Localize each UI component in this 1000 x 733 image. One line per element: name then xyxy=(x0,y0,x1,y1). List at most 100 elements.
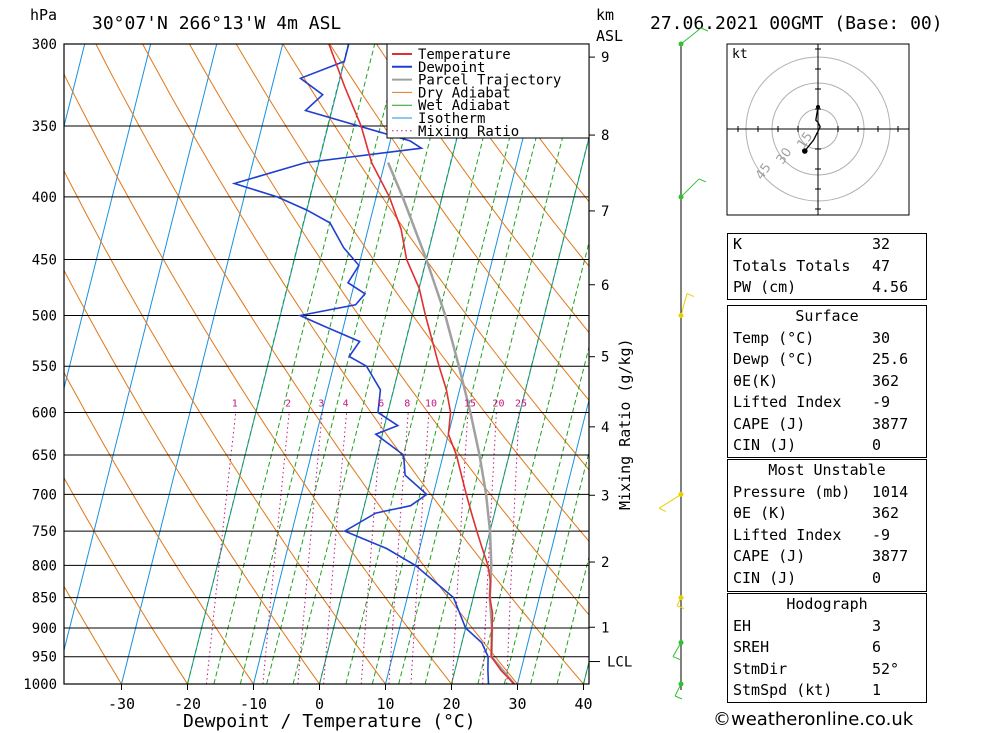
index-value: 362 xyxy=(872,504,900,522)
wind-barb xyxy=(674,683,682,697)
wet-adiabat-line xyxy=(556,555,589,684)
legend-entry: Mixing Ratio xyxy=(418,124,519,140)
mixing-ratio-label: 2 xyxy=(285,398,291,409)
legend-entry: Wet Adiabat xyxy=(418,98,511,114)
dry-adiabat-line xyxy=(329,44,589,402)
pressure-tick-label: 500 xyxy=(32,309,57,325)
plot-frame xyxy=(63,43,590,685)
axis-labels: 1 2 3 4 6 8 10 15 20 2530035040045050055060065070… xyxy=(23,37,632,713)
surface-title: Surface xyxy=(795,307,859,325)
pressure-tick-label: 700 xyxy=(32,487,57,503)
index-value: 3877 xyxy=(872,414,909,433)
index-label: Dewp (°C) xyxy=(733,350,815,368)
datetime-title: 27.06.2021 00GMT (Base: 00) xyxy=(650,13,943,34)
wind-barb-flag xyxy=(698,178,707,183)
legend-entry: Isotherm xyxy=(418,111,485,127)
dry-adiabat-line xyxy=(985,44,1000,684)
index-value: 1014 xyxy=(872,482,909,501)
height-tick-label: 8 xyxy=(601,128,609,144)
mixing-ratio-label: 10 xyxy=(425,398,437,409)
pressure-tick-label: 650 xyxy=(32,448,57,464)
index-label: Temp (°C) xyxy=(733,328,815,347)
wind-barb xyxy=(658,493,682,509)
dry-adiabat-line xyxy=(64,476,188,684)
index-value: 52° xyxy=(872,659,900,678)
index-value: 30 xyxy=(872,328,891,347)
index-row: θE (K) 362 xyxy=(728,503,926,525)
index-value: 3877 xyxy=(872,547,909,565)
mixing-ratio-label: 4 xyxy=(343,398,349,409)
x-tick-label: 0 xyxy=(315,695,324,713)
dry-adiabat-line xyxy=(376,44,589,334)
pressure-tick-label: 550 xyxy=(32,359,57,375)
index-label: SREH xyxy=(733,638,770,656)
mixing-ratio-label: 25 xyxy=(515,398,527,409)
pressure-tick-label: 800 xyxy=(32,558,57,574)
mixing-ratio-line xyxy=(262,412,290,684)
pressure-tick-label: 750 xyxy=(32,524,57,540)
index-row: CAPE (J) 3877 xyxy=(728,414,926,436)
mixing-ratio-label: 6 xyxy=(378,398,384,409)
index-label: CIN (J) xyxy=(733,568,797,587)
isotherm-line xyxy=(121,44,284,684)
height-tick-label: 1 xyxy=(601,620,609,636)
dewpoint-line xyxy=(231,44,490,684)
index-row: EH 3 xyxy=(728,616,926,638)
most-unstable-title: Most Unstable xyxy=(768,461,886,479)
mixing-ratio-label: 8 xyxy=(404,398,410,409)
hodograph-trace xyxy=(804,106,821,152)
index-row: K 32 xyxy=(728,234,926,256)
wind-barb-flag xyxy=(674,695,683,700)
lcl-label: LCL xyxy=(607,655,632,671)
mixing-ratio-line xyxy=(410,412,430,684)
index-label: Totals Totals xyxy=(733,256,851,275)
pressure-tick-label: 850 xyxy=(32,591,57,607)
index-label: Lifted Index xyxy=(733,525,842,544)
mixing-ratio-line xyxy=(205,412,237,684)
index-label: CAPE (J) xyxy=(733,414,806,433)
wind-barb-flag xyxy=(700,27,709,32)
index-value: -9 xyxy=(872,525,891,544)
pressure-tick-label: 950 xyxy=(32,650,57,666)
dry-adiabat-line xyxy=(422,44,589,268)
isotherm-line xyxy=(385,44,548,684)
legend-entry: Parcel Trajectory xyxy=(418,73,561,89)
temperature-line xyxy=(328,44,515,684)
pressure-tick-label: 900 xyxy=(32,621,57,637)
index-value: 6 xyxy=(872,638,882,656)
index-row: Temp (°C) 30 xyxy=(728,328,926,350)
index-row: CAPE (J) 3877 xyxy=(728,546,926,568)
height-unit-asl: ASL xyxy=(596,27,623,45)
index-value: 25.6 xyxy=(872,350,909,368)
wind-barb xyxy=(680,27,702,45)
index-row: PW (cm) 4.56 xyxy=(728,277,926,299)
height-tick-label: 5 xyxy=(601,350,609,366)
indices-basic-panel: K 32 Totals Totals 47 PW (cm) 4.56 xyxy=(727,233,927,300)
wind-barb-flag xyxy=(676,605,685,610)
legend-entry: Temperature xyxy=(418,47,511,63)
profiles xyxy=(231,44,516,684)
pressure-tick-label: 300 xyxy=(32,37,57,53)
pressure-tick-label: 400 xyxy=(32,190,57,206)
index-row: θE(K) 362 xyxy=(728,371,926,393)
copyright-footer[interactable]: ©weatheronline.co.uk xyxy=(713,709,914,730)
hodograph-indices-panel: Hodograph EH 3 SREH 6 StmDir 52° StmSpd (kt) 1 xyxy=(727,593,927,703)
x-tick-label: -10 xyxy=(240,695,267,713)
wind-barb xyxy=(672,642,682,657)
isotherm-line xyxy=(0,44,19,684)
pressure-unit: hPa xyxy=(30,6,57,24)
dry-adiabat-line xyxy=(938,44,1000,684)
height-unit-km: km xyxy=(596,6,614,24)
isotherm-line xyxy=(517,398,589,684)
index-label: θE(K) xyxy=(733,371,779,390)
pressure-tick-label: 1000 xyxy=(23,677,57,693)
index-value: 4.56 xyxy=(872,278,909,296)
pressure-tick-label: 600 xyxy=(32,405,57,421)
index-row: Pressure (mb) 1014 xyxy=(728,482,926,504)
legend-entry: Dry Adiabat xyxy=(418,85,511,101)
index-row: CIN (J) 0 xyxy=(728,435,926,457)
isotherm-line xyxy=(64,44,152,391)
index-value: 362 xyxy=(872,371,900,390)
